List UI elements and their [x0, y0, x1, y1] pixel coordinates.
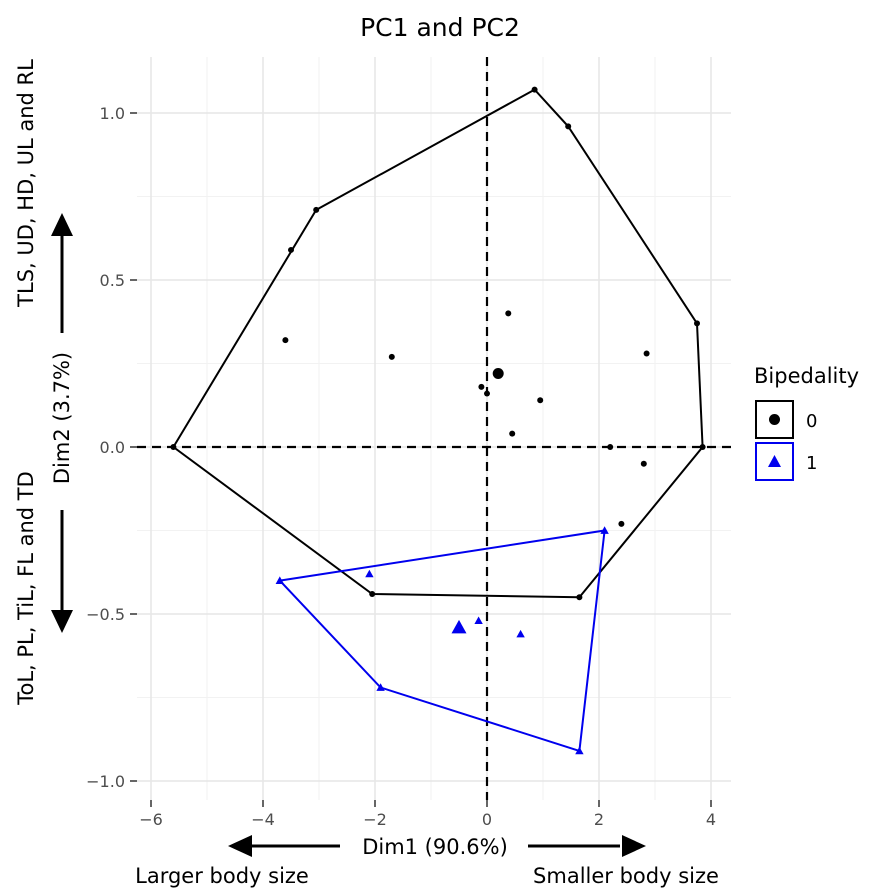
point-circle	[694, 320, 700, 327]
x-arrow-left-head	[228, 835, 252, 857]
point-circle	[640, 460, 647, 467]
x-axis-annotation: Dim1 (90.6%) Larger body size Smaller bo…	[135, 835, 719, 888]
point-circle	[576, 594, 583, 601]
y-arrow-down-label: ToL, PL, TiL, FL and TD	[14, 471, 38, 706]
y-arrow-up-label: TLS, UD, HD, UL and RL	[14, 59, 38, 308]
x-arrow-right-head	[622, 835, 646, 857]
y-arrow-down-head	[51, 610, 73, 633]
point-circle	[537, 397, 544, 404]
reference-lines	[137, 57, 731, 800]
x-tick-label: −6	[139, 810, 163, 829]
point-circle	[484, 390, 490, 397]
legend-marker-triangle	[768, 455, 781, 467]
legend-label-0: 0	[806, 411, 817, 432]
point-circle	[607, 444, 614, 450]
point-circle	[492, 368, 504, 380]
point-triangle	[275, 576, 284, 584]
point-triangle	[600, 526, 609, 534]
point-circle	[288, 246, 294, 253]
point-circle	[509, 430, 516, 437]
point-circle	[388, 353, 395, 360]
x-tick-label: −2	[363, 810, 387, 829]
x-axis-label: Dim1 (90.6%)	[362, 835, 508, 859]
point-circle	[643, 350, 650, 357]
point-triangle	[451, 619, 467, 634]
data-points	[170, 86, 706, 755]
point-circle	[565, 123, 572, 130]
point-circle	[170, 444, 177, 450]
x-arrow-right-label: Smaller body size	[533, 864, 719, 888]
legend-label-1: 1	[806, 453, 817, 474]
x-tick-label: 0	[482, 810, 492, 829]
x-arrow-left-label: Larger body size	[135, 864, 309, 888]
axes: −6 −4 −2 0 2 4 −1.0 −0.5 0.0 0.5 1.0	[86, 104, 716, 829]
x-tick-label: −4	[251, 810, 275, 829]
point-circle	[531, 86, 538, 93]
point-circle	[699, 444, 706, 450]
y-axis-annotation: Dim2 (3.7%) TLS, UD, HD, UL and RL ToL, …	[14, 59, 74, 706]
y-axis-label: Dim2 (3.7%)	[50, 352, 74, 484]
y-tick-label: 0.5	[100, 271, 125, 290]
point-triangle	[376, 683, 385, 691]
point-triangle	[474, 616, 483, 625]
chart-title: PC1 and PC2	[360, 13, 520, 42]
plot-panel	[137, 57, 731, 800]
legend-marker-circle	[769, 414, 780, 425]
point-circle	[313, 206, 320, 213]
y-tick-label: −0.5	[86, 605, 125, 624]
x-tick-label: 2	[594, 810, 604, 829]
y-tick-label: 1.0	[100, 104, 125, 123]
point-circle	[369, 590, 376, 597]
point-circle	[505, 310, 512, 317]
legend-title: Bipedality	[754, 364, 859, 388]
point-triangle	[516, 629, 525, 638]
y-tick-label: 0.0	[100, 438, 125, 457]
legend: Bipedality 0 1	[754, 364, 859, 481]
point-triangle	[365, 569, 374, 578]
x-tick-label: 4	[706, 810, 716, 829]
point-circle	[282, 337, 289, 344]
legend-key-1	[755, 442, 794, 481]
y-tick-label: −1.0	[86, 772, 125, 791]
y-arrow-up-head	[51, 213, 73, 236]
point-triangle	[575, 746, 584, 755]
point-circle	[478, 383, 485, 390]
point-circle	[618, 520, 625, 527]
